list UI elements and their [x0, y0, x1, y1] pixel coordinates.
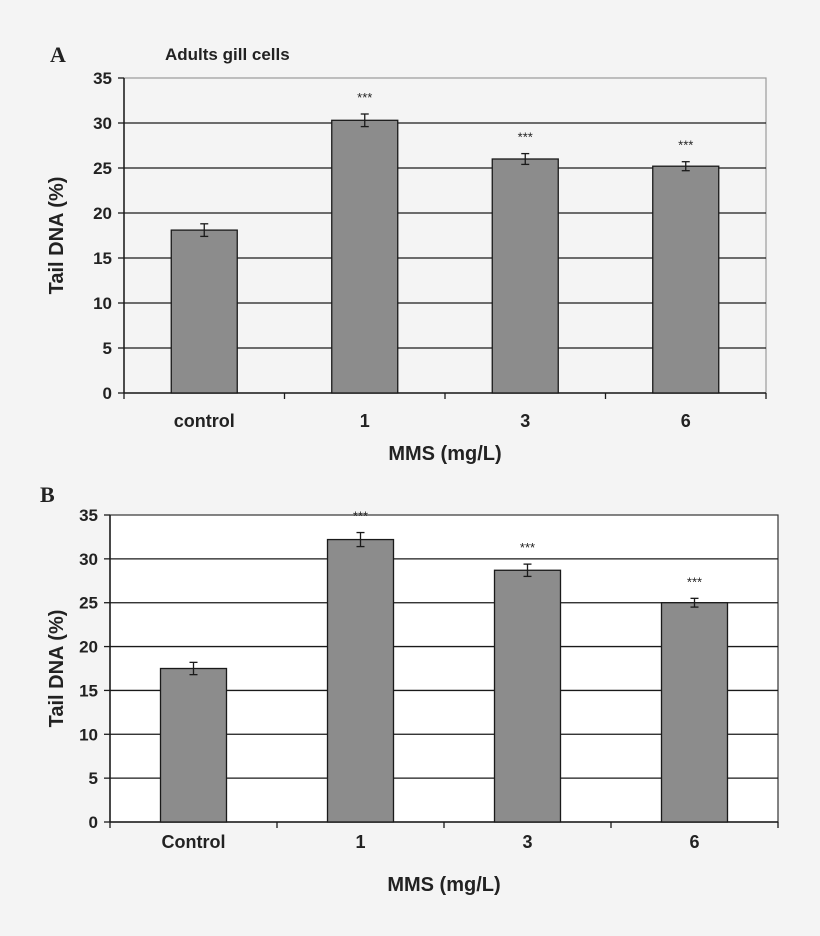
y-axis-title: Tail DNA (%) — [46, 177, 68, 295]
y-tick-label: 5 — [103, 339, 112, 358]
significance-label: *** — [678, 138, 693, 153]
panel-letter: B — [40, 482, 55, 507]
panel-letter: A — [50, 42, 66, 67]
bar-4 — [660, 602, 729, 823]
y-tick-label: 30 — [79, 550, 98, 569]
y-tick-label: 30 — [93, 114, 112, 133]
significance-label: *** — [357, 90, 372, 105]
significance-label: *** — [520, 540, 535, 555]
bar-3 — [491, 158, 559, 394]
x-category-label: control — [174, 411, 235, 431]
x-category-label: 3 — [522, 832, 532, 852]
bar-2 — [326, 538, 395, 823]
y-tick-label: 10 — [93, 294, 112, 313]
x-category-label: 3 — [520, 411, 530, 431]
y-tick-label: 0 — [89, 813, 98, 832]
x-category-label: 6 — [681, 411, 691, 431]
y-tick-label: 15 — [93, 249, 112, 268]
x-category-label: 1 — [355, 832, 365, 852]
significance-label: *** — [353, 509, 368, 524]
y-tick-label: 20 — [93, 204, 112, 223]
bar-1 — [170, 229, 238, 394]
x-category-label: 1 — [360, 411, 370, 431]
bar-2 — [331, 119, 399, 394]
x-category-label: 6 — [689, 832, 699, 852]
bar-3 — [493, 569, 562, 823]
y-tick-label: 35 — [93, 69, 112, 88]
chart-b: B 0 5 10 15 20 25 30 35 Control *** 1 *** 3 *** 6 MMS (m… — [40, 482, 779, 896]
y-tick-label: 10 — [79, 725, 98, 744]
y-tick-label: 5 — [89, 769, 98, 788]
x-axis-title: MMS (mg/L) — [388, 443, 501, 465]
significance-label: *** — [687, 574, 702, 589]
significance-label: *** — [518, 130, 533, 145]
y-axis-title: Tail DNA (%) — [46, 610, 68, 728]
bar-4 — [652, 165, 720, 394]
x-axis-title: MMS (mg/L) — [387, 874, 500, 896]
bar-1 — [159, 667, 228, 823]
y-tick-label: 0 — [103, 384, 112, 403]
y-tick-label: 25 — [93, 159, 112, 178]
y-tick-label: 35 — [79, 506, 98, 525]
y-tick-label: 20 — [79, 638, 98, 657]
y-tick-label: 15 — [79, 681, 98, 700]
chart-title: Adults gill cells — [165, 45, 290, 64]
chart-a: A Adults gill cells 0 5 10 15 20 25 30 35 control *… — [46, 42, 767, 465]
x-category-label: Control — [162, 832, 226, 852]
y-tick-label: 25 — [79, 594, 98, 613]
